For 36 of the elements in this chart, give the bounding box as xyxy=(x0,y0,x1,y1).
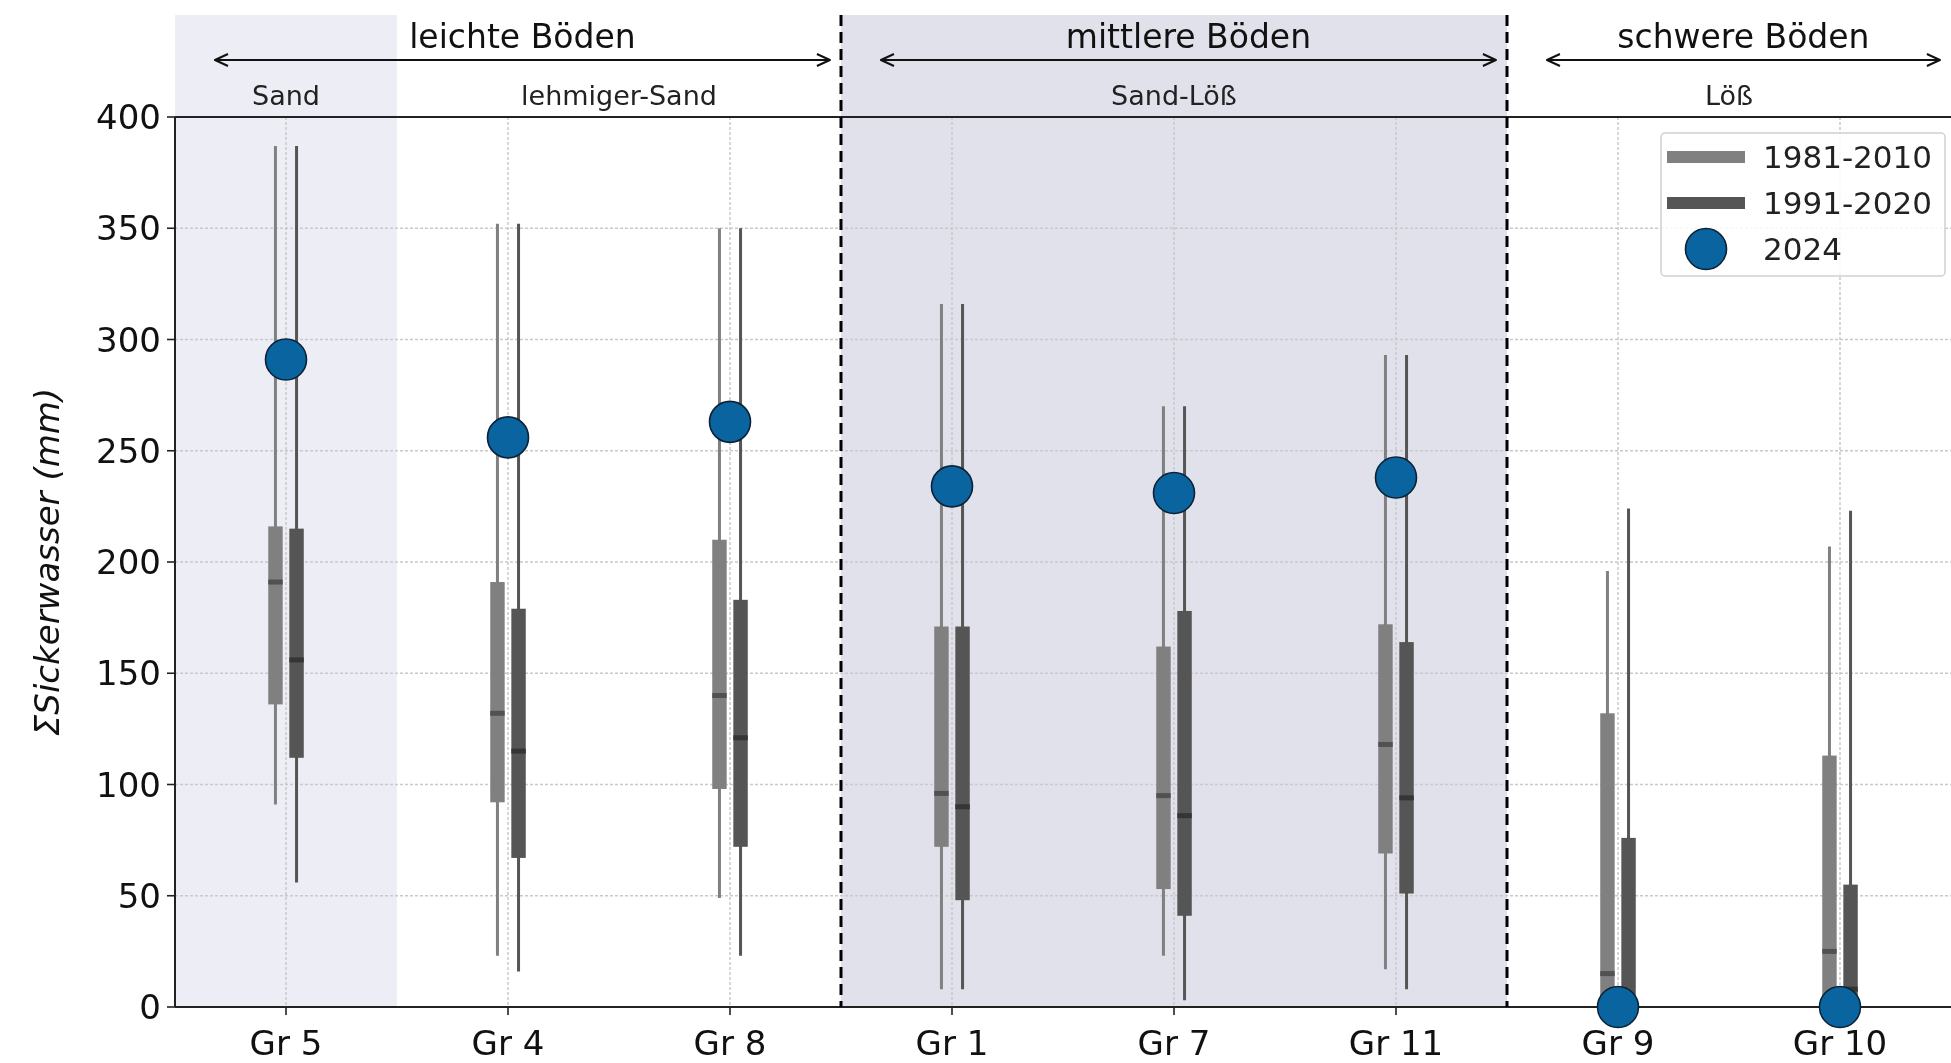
y-tick-label: 50 xyxy=(117,875,161,916)
x-tick-label: Gr 4 xyxy=(471,1023,545,1063)
y-tick-label: 350 xyxy=(96,208,161,249)
point xyxy=(708,400,752,444)
x-tick-label: Gr 10 xyxy=(1792,1023,1888,1063)
point xyxy=(930,465,974,508)
legend-label: 1981-2010 xyxy=(1763,139,1932,175)
point xyxy=(264,338,308,381)
text: mittlere Böden xyxy=(1065,16,1312,56)
x-tick-label: Gr 7 xyxy=(1137,1023,1211,1063)
text: schwere Böden xyxy=(1617,16,1870,56)
x-tick-label: Gr 1 xyxy=(915,1023,989,1063)
y-tick-label: 150 xyxy=(96,653,161,694)
band-label: Sand xyxy=(252,79,320,111)
y-tick-label: 400 xyxy=(96,97,161,137)
text: lehmiger-Sand xyxy=(521,79,717,111)
legend-label: 1991-2020 xyxy=(1763,185,1932,221)
text: Löß xyxy=(1704,79,1754,111)
legend-label: 2024 xyxy=(1763,231,1842,267)
x-tick-label: Gr 9 xyxy=(1581,1023,1655,1063)
y-tick-label: 250 xyxy=(96,430,161,471)
x-tick-label: Gr 11 xyxy=(1348,1023,1444,1063)
point xyxy=(1818,985,1862,1029)
point xyxy=(1152,471,1196,515)
y-tick-label: 300 xyxy=(96,319,161,360)
text: leichte Böden xyxy=(409,16,636,56)
band-label: Sand-Löß xyxy=(1111,79,1237,111)
x-tick-label: Gr 5 xyxy=(249,1023,323,1063)
point xyxy=(1596,985,1640,1029)
y-tick-label: 200 xyxy=(96,542,161,582)
y-axis-title: ΣSickerwasser (mm) xyxy=(27,387,67,737)
y-tick-label: 0 xyxy=(139,987,161,1027)
y-tick-label: 100 xyxy=(96,764,161,805)
point xyxy=(486,416,530,459)
x-tick-label: Gr 8 xyxy=(693,1023,767,1063)
point xyxy=(1374,456,1418,499)
